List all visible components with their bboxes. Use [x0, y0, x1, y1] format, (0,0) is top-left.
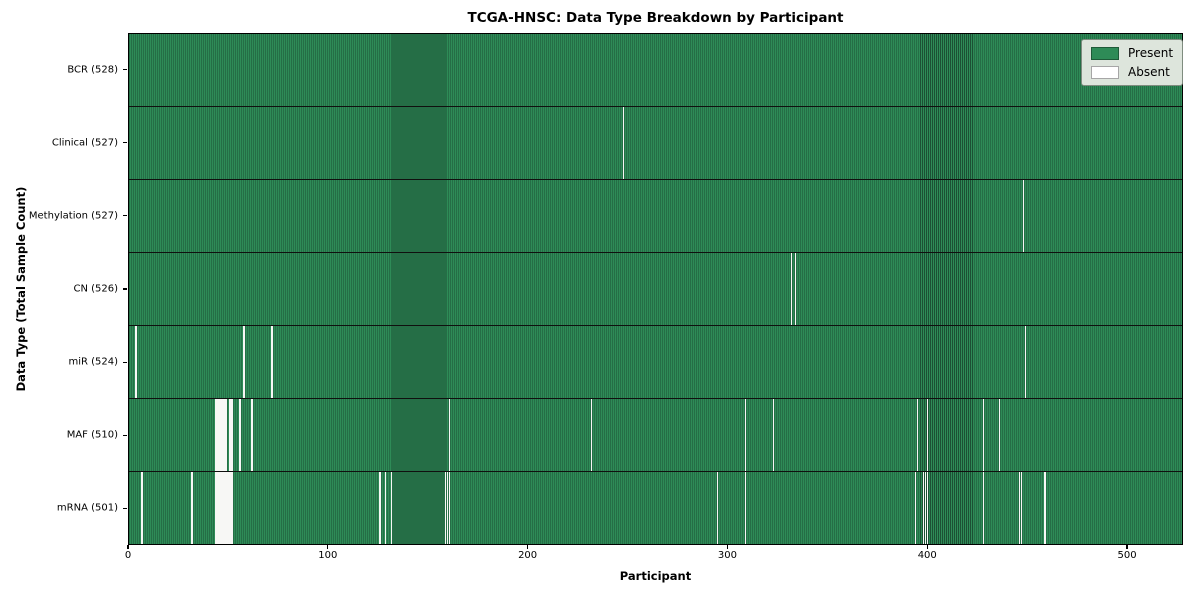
x-tick-label: 300: [717, 550, 737, 561]
absent-stripe: [215, 399, 217, 471]
chart-title: TCGA-HNSC: Data Type Breakdown by Partic…: [467, 10, 844, 26]
absent-stripe: [1020, 472, 1022, 544]
y-tick-label: BCR (528): [67, 64, 118, 76]
absent-stripe: [794, 253, 797, 325]
heatmap-row-miR: [129, 325, 1182, 398]
absent-stripe: [217, 399, 219, 471]
absent-stripe: [622, 107, 625, 179]
x-tick-label: 400: [917, 550, 937, 561]
absent-stripe: [916, 399, 918, 471]
y-tick-mark: [123, 361, 127, 363]
absent-stripe: [219, 472, 221, 544]
y-tick-mark: [123, 215, 127, 217]
absent-stripe: [922, 472, 924, 544]
absent-stripe: [391, 472, 393, 544]
absent-stripe: [231, 399, 233, 471]
absent-stripe: [223, 399, 225, 471]
x-tick-label: 100: [318, 550, 338, 561]
absent-stripe: [926, 399, 928, 471]
x-tick-mark: [1126, 545, 1128, 549]
absent-stripe: [1044, 472, 1046, 544]
absent-stripe: [744, 399, 747, 471]
absent-stripe: [225, 472, 227, 544]
present-legend-swatch: [1091, 46, 1119, 60]
absent-stripe: [914, 472, 916, 544]
absent-stripe: [924, 472, 926, 544]
absent-stripe: [449, 472, 451, 544]
absent-stripe: [998, 399, 1000, 471]
absent-stripe: [231, 472, 233, 544]
heatmap-row-CN: [129, 252, 1182, 325]
absent-stripe: [385, 472, 387, 544]
absent-stripe: [217, 472, 219, 544]
absent-stripe: [590, 399, 593, 471]
x-tick-mark: [127, 545, 129, 549]
absent-stripe: [790, 253, 793, 325]
absent-stripe: [219, 399, 221, 471]
absent-legend-swatch: [1091, 65, 1119, 79]
y-tick-mark: [123, 288, 127, 290]
absent-stripe: [1024, 326, 1026, 398]
legend-item-absent: Absent: [1091, 65, 1173, 79]
absent-stripe: [1022, 180, 1024, 252]
absent-stripe: [221, 399, 223, 471]
absent-stripe: [744, 472, 747, 544]
x-tick-mark: [527, 545, 529, 549]
x-tick-mark: [726, 545, 729, 549]
legend-item-present: Present: [1091, 46, 1173, 60]
absent-stripe: [982, 472, 984, 544]
heatmap-row-MAF: [129, 398, 1182, 471]
absent-stripe: [449, 399, 451, 471]
absent-stripe: [251, 399, 253, 471]
absent-stripe: [215, 472, 217, 544]
absent-stripe: [141, 472, 143, 544]
absent-stripe: [225, 399, 227, 471]
absent-stripe: [223, 472, 225, 544]
x-tick-label: 500: [1117, 550, 1137, 561]
heatmap-row-mRNA: [129, 471, 1182, 544]
absent-stripe: [716, 472, 719, 544]
legend: Present Absent: [1081, 39, 1184, 86]
absent-stripe: [191, 472, 193, 544]
x-tick-label: 200: [518, 550, 538, 561]
y-tick-label: Clinical (527): [51, 137, 118, 149]
heatmap-row-BCR: [129, 34, 1182, 106]
absent-stripe: [243, 326, 245, 398]
absent-stripe: [379, 472, 381, 544]
y-tick-label: mRNA (501): [56, 502, 118, 514]
absent-stripe: [982, 399, 984, 471]
absent-stripe: [445, 472, 447, 544]
y-tick-label: miR (524): [68, 356, 118, 368]
y-tick-label: Methylation (527): [28, 210, 118, 222]
y-tick-label: CN (526): [73, 283, 118, 295]
absent-stripe: [229, 472, 231, 544]
heatmap-row-Clinical: [129, 106, 1182, 179]
absent-stripe: [772, 399, 775, 471]
absent-stripe: [271, 326, 273, 398]
absent-stripe: [447, 472, 449, 544]
y-tick-mark: [123, 68, 127, 71]
absent-legend-label: Absent: [1128, 65, 1170, 79]
absent-stripe: [1018, 472, 1020, 544]
x-tick-mark: [926, 545, 928, 549]
y-tick-label: MAF (510): [66, 429, 118, 441]
y-tick-mark: [123, 507, 127, 510]
absent-stripe: [227, 472, 229, 544]
absent-stripe: [229, 399, 231, 471]
x-tick-mark: [327, 545, 329, 549]
x-axis-label: Participant: [619, 569, 692, 583]
x-tick-label: 0: [124, 550, 132, 561]
absent-stripe: [135, 326, 137, 398]
absent-stripe: [221, 472, 223, 544]
plot-area: [128, 33, 1183, 545]
absent-stripe: [926, 472, 928, 544]
y-tick-mark: [123, 142, 127, 144]
heatmap-row-Methylation: [129, 179, 1182, 252]
absent-stripe: [239, 399, 241, 471]
y-tick-mark: [123, 434, 127, 436]
present-legend-label: Present: [1128, 46, 1174, 60]
